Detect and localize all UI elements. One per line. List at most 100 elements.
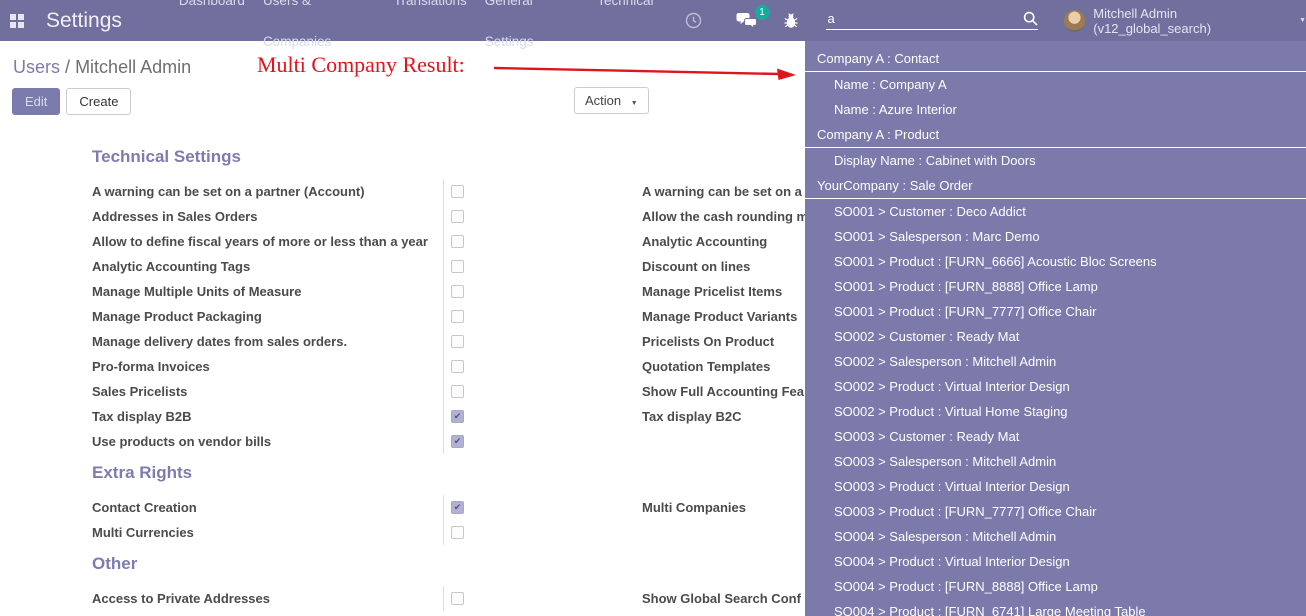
messages-count-badge: 1 — [754, 5, 770, 20]
user-menu[interactable]: Mitchell Admin (v12_global_search) — [1093, 5, 1212, 36]
setting-checkbox[interactable] — [451, 526, 464, 539]
setting-row: A warning can be set on a partner (Accou… — [92, 179, 1192, 204]
search-result-group-header: Company A : Product — [805, 122, 1306, 148]
section-title: Technical Settings — [92, 147, 241, 166]
setting-checkbox[interactable] — [451, 310, 464, 323]
search-result-item[interactable]: Name : Company A — [834, 77, 947, 92]
search-result-item[interactable]: Display Name : Cabinet with Doors — [834, 153, 1036, 168]
search-result-item[interactable]: SO004 > Product : [FURN_6741] Large Meet… — [834, 604, 1146, 616]
search-result-item[interactable]: SO002 > Customer : Ready Mat — [834, 329, 1020, 344]
search-result-item[interactable]: SO003 > Salesperson : Mitchell Admin — [834, 454, 1057, 469]
setting-row: Addresses in Sales Orders Allow the cash… — [92, 204, 1192, 229]
breadcrumb-users-link[interactable]: Users — [13, 57, 61, 77]
checkbox-cell: ✔ — [443, 429, 487, 454]
setting-label: Contact Creation — [92, 500, 197, 515]
search-result-item[interactable]: SO002 > Salesperson : Mitchell Admin — [834, 354, 1057, 369]
search-result-item[interactable]: SO001 > Product : [FURN_7777] Office Cha… — [834, 304, 1097, 319]
setting-checkbox[interactable]: ✔ — [451, 435, 464, 448]
breadcrumb-current: Mitchell Admin — [75, 57, 192, 77]
search-result-item[interactable]: SO001 > Product : [FURN_8888] Office Lam… — [834, 279, 1098, 294]
main-menu: Dashboard Users & Companies Translations… — [170, 0, 663, 62]
top-navbar: Settings Dashboard Users & Companies Tra… — [0, 0, 1306, 49]
search-result-item[interactable]: SO002 > Product : Virtual Interior Desig… — [834, 379, 1070, 394]
menu-item[interactable]: Translations — [393, 0, 467, 8]
section-title: Extra Rights — [92, 463, 193, 482]
form-section: Extra Rights Contact Creation ✔ Multi Co… — [92, 462, 1192, 545]
checkbox-cell — [443, 279, 487, 304]
global-search-box — [825, 11, 1038, 30]
search-results-dropdown: Company A : Contact Name : Company A Nam… — [805, 41, 1306, 616]
setting-label-right: A warning can be set on a — [642, 184, 802, 199]
search-icon[interactable] — [1023, 11, 1038, 26]
search-result-item[interactable]: SO004 > Product : [FURN_8888] Office Lam… — [834, 579, 1098, 594]
setting-label-right: Tax display B2C — [642, 409, 742, 424]
action-caret-down-icon: ▼ — [630, 100, 638, 107]
search-result-group: Company A : Product Display Name : Cabin… — [805, 122, 1306, 173]
search-result-item[interactable]: Name : Azure Interior — [834, 102, 957, 117]
setting-label-right: Show Global Search Conf — [642, 591, 801, 606]
setting-checkbox[interactable] — [451, 185, 464, 198]
setting-label-right: Allow the cash rounding m — [642, 209, 809, 224]
setting-checkbox[interactable] — [451, 235, 464, 248]
action-dropdown-button[interactable]: Action ▼ — [574, 87, 649, 114]
search-result-item[interactable]: SO003 > Product : Virtual Interior Desig… — [834, 479, 1070, 494]
search-result-item[interactable]: SO003 > Product : [FURN_7777] Office Cha… — [834, 504, 1097, 519]
checkbox-cell: ✔ — [443, 495, 487, 520]
setting-row: Contact Creation ✔ Multi Companies — [92, 495, 1192, 520]
global-search-input[interactable] — [825, 11, 1023, 26]
setting-label: A warning can be set on a partner (Accou… — [92, 184, 365, 199]
form-section: Technical Settings A warning can be set … — [92, 146, 1192, 454]
setting-checkbox[interactable] — [451, 285, 464, 298]
menu-item[interactable]: Technical — [597, 0, 654, 8]
setting-label: Multi Currencies — [92, 525, 194, 540]
user-menu-caret-down-icon: ▼ — [1299, 17, 1306, 24]
search-result-item[interactable]: SO004 > Salesperson : Mitchell Admin — [834, 529, 1057, 544]
activities-clock-icon[interactable] — [685, 12, 702, 29]
search-result-item[interactable]: SO001 > Customer : Deco Addict — [834, 204, 1026, 219]
setting-row: Manage Multiple Units of Measure Manage … — [92, 279, 1192, 304]
apps-grid-icon[interactable] — [10, 13, 24, 28]
search-result-item[interactable]: SO004 > Product : Virtual Interior Desig… — [834, 554, 1070, 569]
setting-row: Tax display B2B ✔ Tax display B2C — [92, 404, 1192, 429]
checkbox-cell — [443, 229, 487, 254]
setting-label-right: Pricelists On Product — [642, 334, 775, 349]
setting-row: Access to Private Addresses Show Global … — [92, 586, 1192, 611]
search-result-item[interactable]: SO003 > Customer : Ready Mat — [834, 429, 1020, 444]
setting-checkbox[interactable]: ✔ — [451, 501, 464, 514]
setting-checkbox[interactable] — [451, 210, 464, 223]
setting-label-right: Manage Product Variants — [642, 309, 798, 324]
setting-checkbox[interactable] — [451, 335, 464, 348]
form-section: Other Access to Private Addresses Show G… — [92, 553, 1192, 611]
app-title: Settings — [46, 8, 122, 32]
section-title: Other — [92, 554, 138, 573]
edit-button[interactable]: Edit — [12, 88, 61, 115]
messages-icon[interactable]: 1 — [736, 5, 770, 29]
setting-label-right: Discount on lines — [642, 259, 751, 274]
search-result-item[interactable]: SO001 > Product : [FURN_6666] Acoustic B… — [834, 254, 1157, 269]
setting-checkbox[interactable] — [451, 260, 464, 273]
bug-icon[interactable] — [784, 12, 798, 29]
search-result-item[interactable]: SO002 > Product : Virtual Home Staging — [834, 404, 1068, 419]
menu-item[interactable]: Dashboard — [178, 0, 245, 8]
menu-item[interactable]: General Settings — [484, 0, 534, 49]
setting-label: Allow to define fiscal years of more or … — [92, 234, 428, 249]
setting-label: Manage Multiple Units of Measure — [92, 284, 302, 299]
create-button[interactable]: Create — [66, 88, 132, 115]
search-result-item[interactable]: SO001 > Salesperson : Marc Demo — [834, 229, 1040, 244]
breadcrumb-separator: / — [65, 57, 71, 77]
menu-item[interactable]: Users & Companies — [262, 0, 332, 49]
setting-row: Allow to define fiscal years of more or … — [92, 229, 1192, 254]
checkbox-cell — [443, 586, 487, 611]
setting-checkbox[interactable] — [451, 385, 464, 398]
setting-checkbox[interactable] — [451, 592, 464, 605]
setting-checkbox[interactable]: ✔ — [451, 410, 464, 423]
checkbox-cell: ✔ — [443, 404, 487, 429]
setting-label: Access to Private Addresses — [92, 591, 271, 606]
setting-checkbox[interactable] — [451, 360, 464, 373]
setting-label-right: Manage Pricelist Items — [642, 284, 783, 299]
search-result-group: YourCompany : Sale Order SO001 > Custome… — [805, 173, 1306, 616]
checkbox-cell — [443, 204, 487, 229]
search-result-group: Company A : Contact Name : Company A Nam… — [805, 46, 1306, 122]
avatar[interactable] — [1063, 9, 1086, 32]
